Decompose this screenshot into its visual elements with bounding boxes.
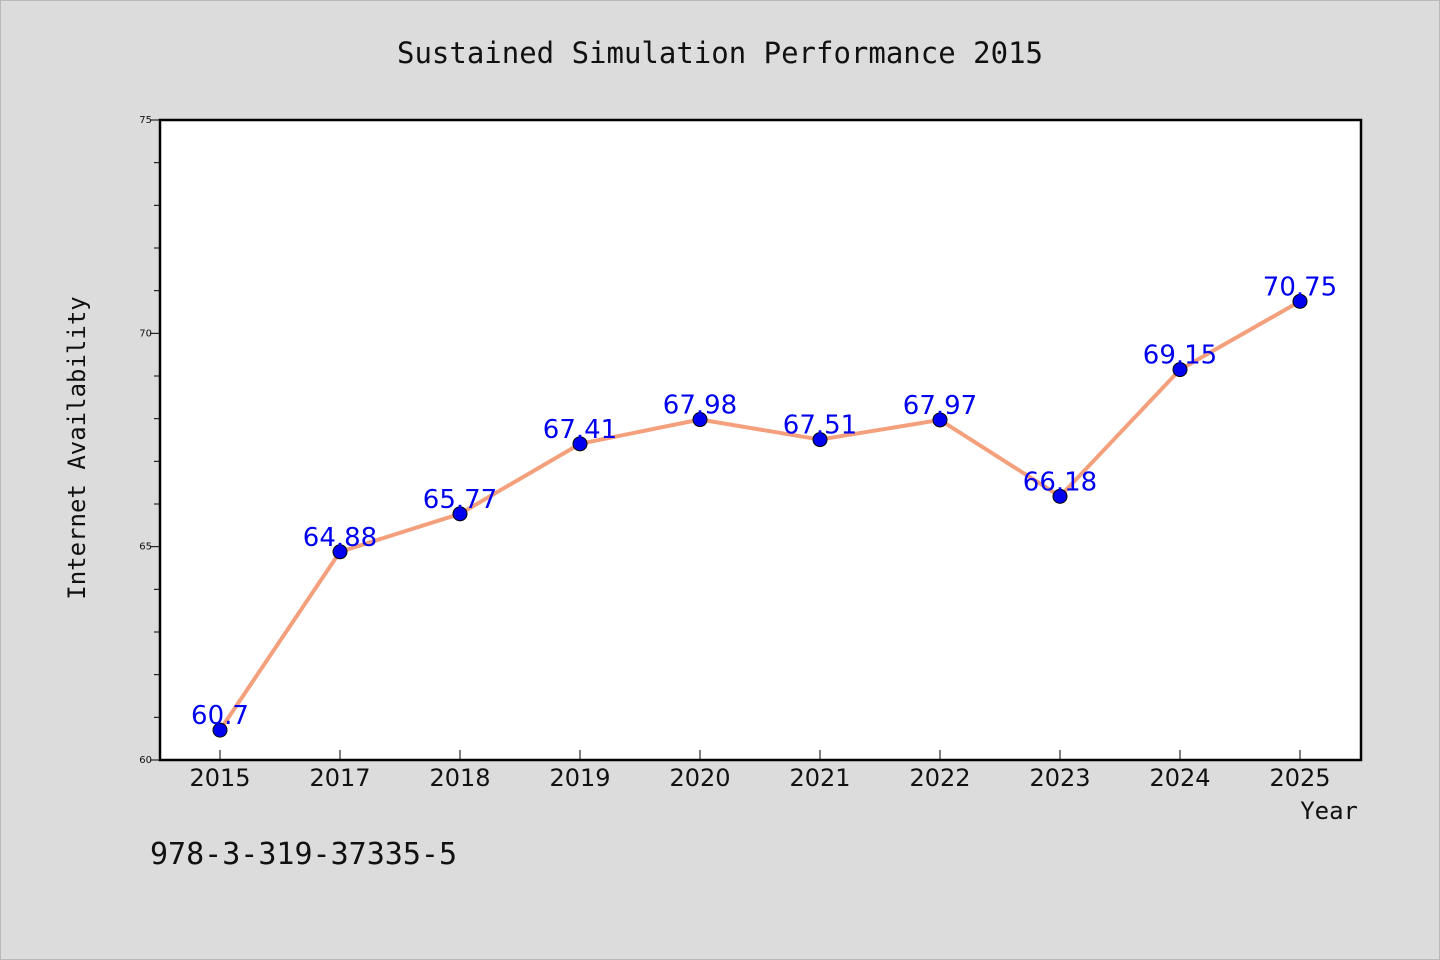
series-line-group <box>218 299 1301 732</box>
data-label: 67.51 <box>783 411 857 441</box>
data-point <box>812 432 828 448</box>
x-tick-label: 2018 <box>429 764 490 792</box>
x-tick-label: 2024 <box>1149 764 1210 792</box>
y-tick-label: 65 <box>139 542 152 553</box>
data-label: 65.77 <box>423 485 497 515</box>
data-point <box>1052 488 1068 504</box>
plot-border <box>158 118 1363 762</box>
data-point <box>572 436 588 452</box>
x-tick-label: 2019 <box>549 764 610 792</box>
y-tick-label: 70 <box>139 328 152 339</box>
data-label: 66.18 <box>1023 467 1097 497</box>
series-line <box>218 299 1301 732</box>
x-axis-label: Year <box>1300 797 1358 825</box>
data-point <box>1292 293 1308 309</box>
data-point <box>452 506 468 522</box>
data-point <box>332 544 348 560</box>
data-points <box>212 293 1308 738</box>
data-labels: 60.7 64.88 65.77 67.41 67.98 67.51 67.97 66.18 6… <box>191 272 1337 731</box>
data-point <box>1172 362 1188 378</box>
data-point <box>932 412 948 428</box>
y-tick-label: 60 <box>139 755 152 766</box>
plot-area <box>160 120 1361 760</box>
x-tick-label: 2022 <box>909 764 970 792</box>
x-tick-label: 2015 <box>189 764 250 792</box>
data-label: 69.15 <box>1143 341 1217 371</box>
x-tick-label: 2021 <box>789 764 850 792</box>
chart-title: Sustained Simulation Performance 2015 <box>397 36 1043 70</box>
data-point <box>692 412 708 428</box>
x-tick-label: 2017 <box>309 764 370 792</box>
data-label: 60.7 <box>191 701 249 731</box>
data-point <box>212 722 228 738</box>
data-label: 70.75 <box>1263 272 1337 302</box>
data-label: 64.88 <box>303 523 377 553</box>
data-label: 67.97 <box>903 391 977 421</box>
x-tick-label: 2020 <box>669 764 730 792</box>
data-label: 67.98 <box>663 391 737 421</box>
y-tick-label: 75 <box>139 115 152 126</box>
data-label: 67.41 <box>543 415 617 445</box>
x-tick-label: 2025 <box>1269 764 1330 792</box>
footer-isbn: 978-3-319-37335-5 <box>150 837 457 872</box>
y-axis: 60 65 70 75 <box>139 115 160 766</box>
x-axis: 2015 2017 2018 2019 2020 2021 2022 2023 2024 2025 <box>189 750 1331 792</box>
y-axis-label: Internet Availability <box>63 296 91 599</box>
x-tick-label: 2023 <box>1029 764 1090 792</box>
